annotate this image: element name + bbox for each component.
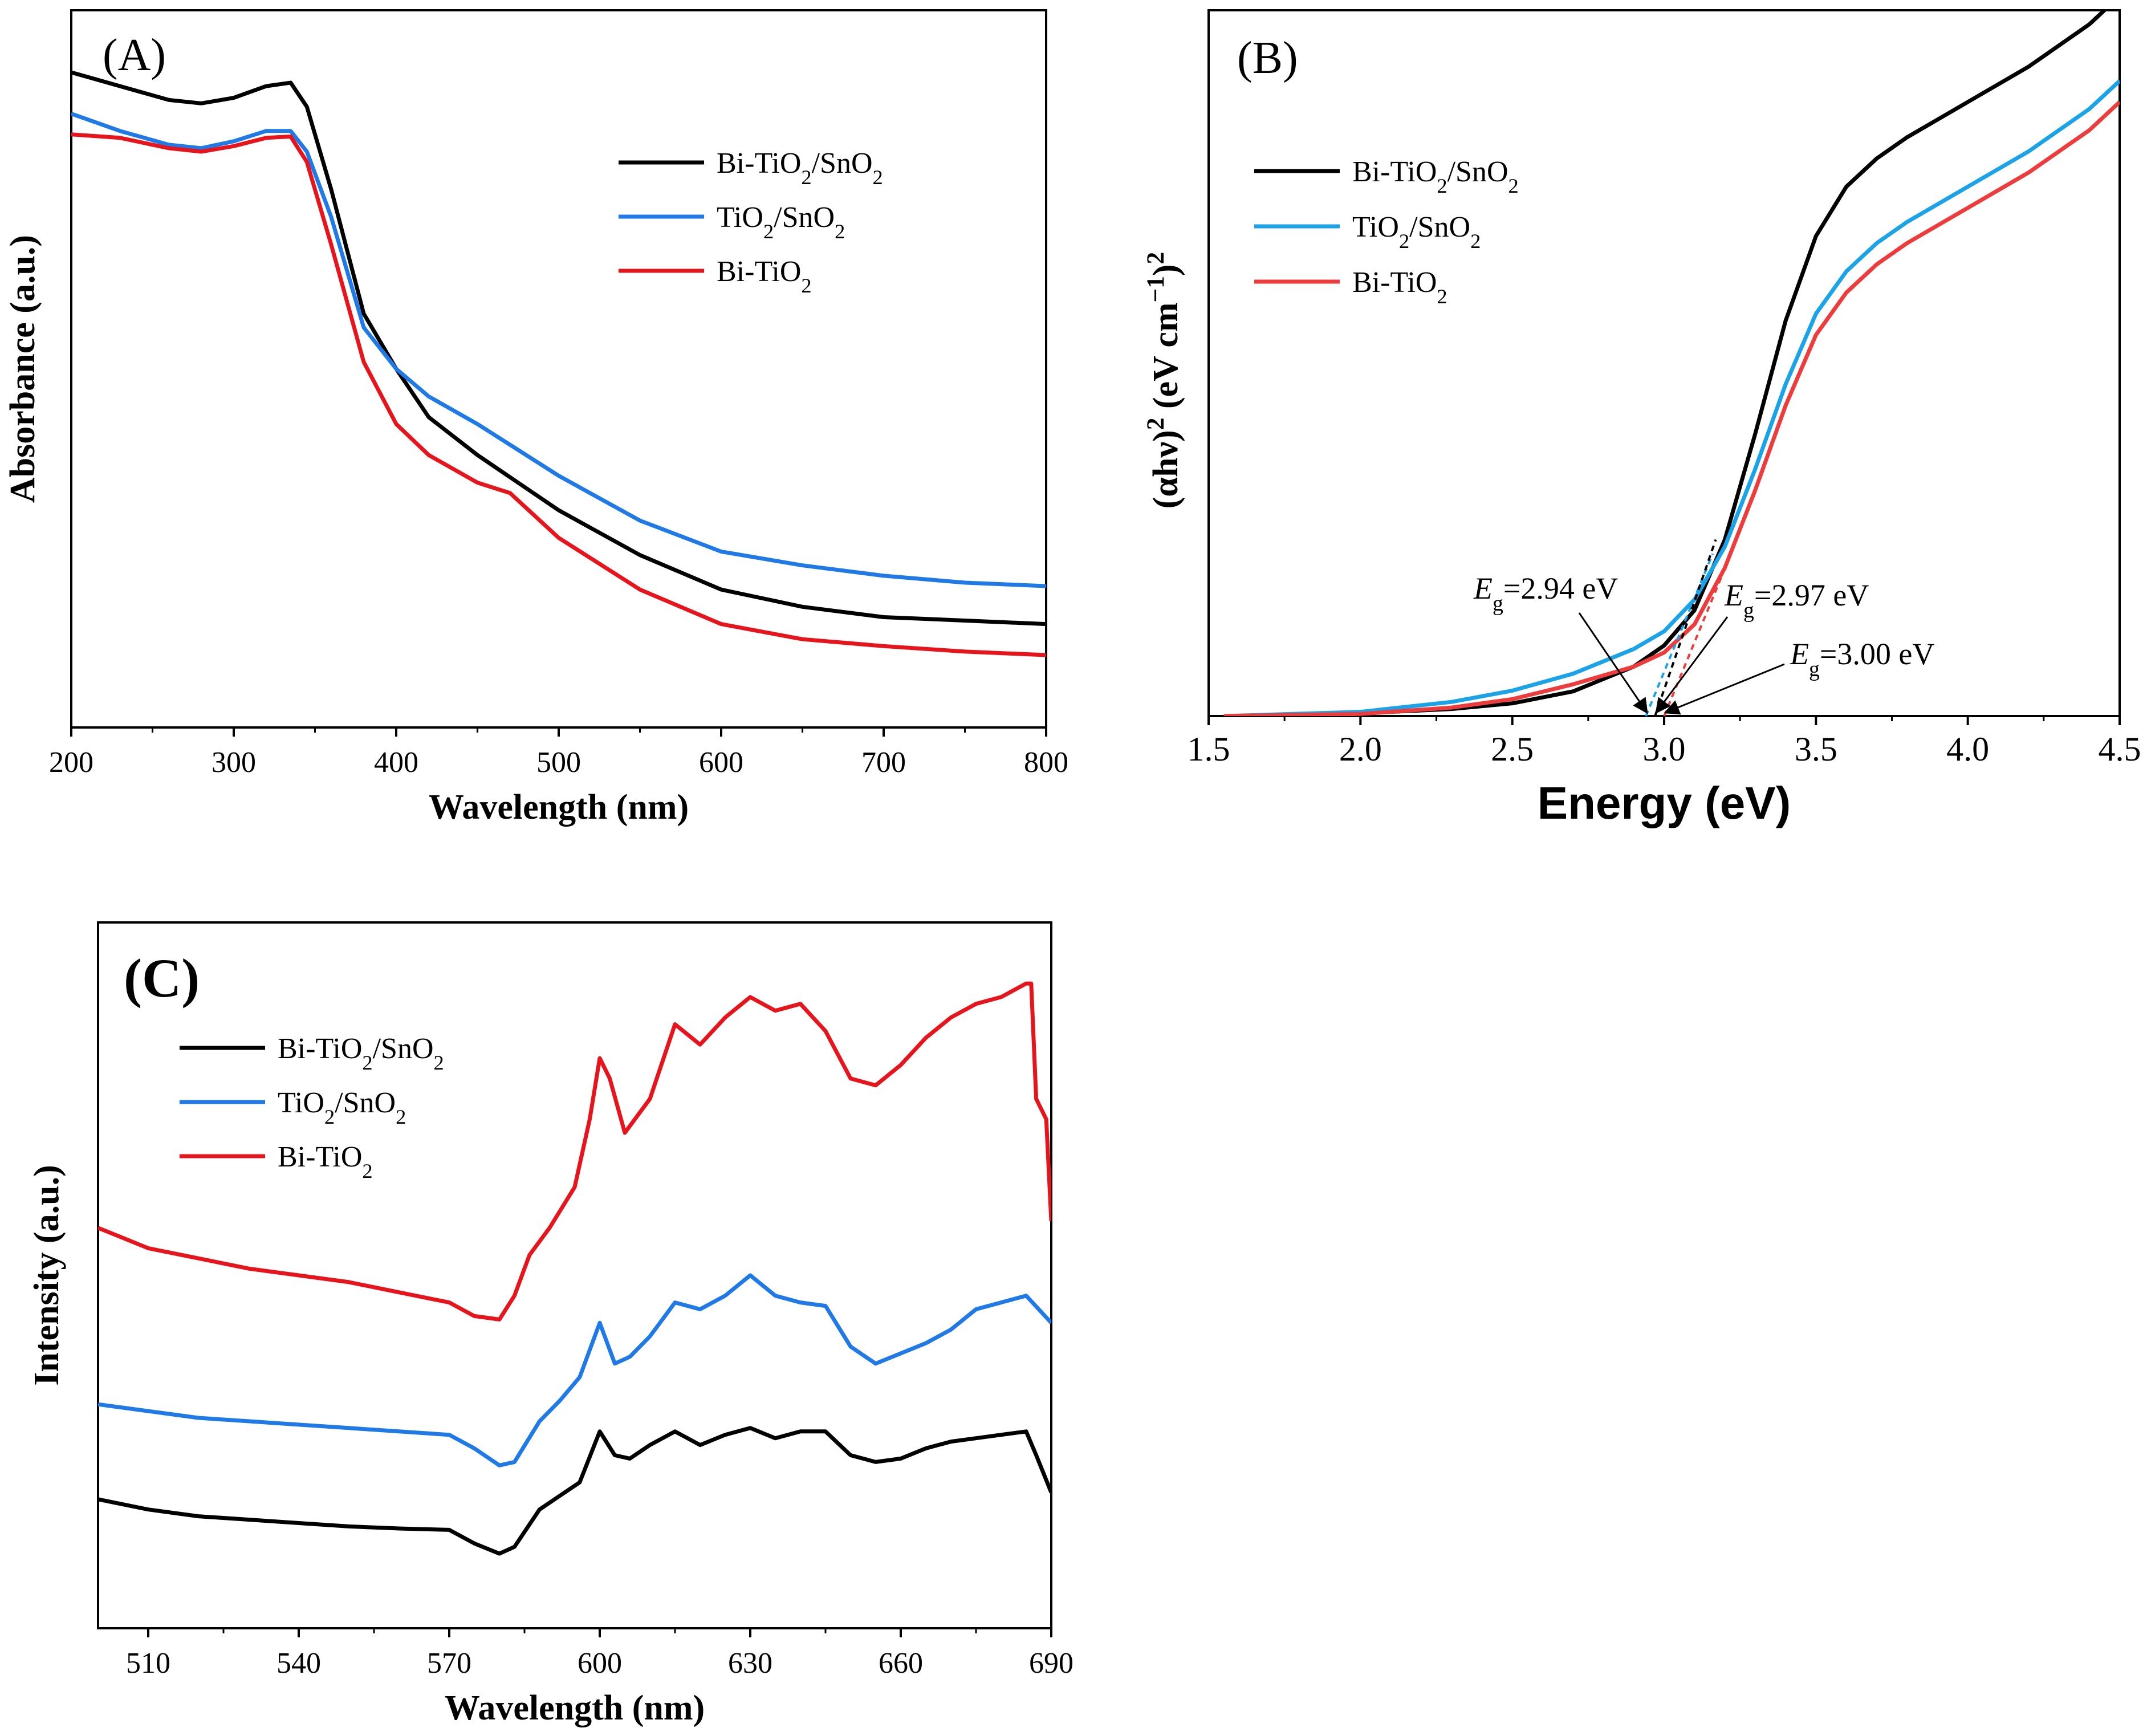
x-tick-label: 500 — [536, 746, 581, 779]
legend-label: TiO2/SnO2 — [717, 201, 845, 243]
y-axis-label: Absorbance (a.u.) — [3, 235, 42, 503]
x-tick-label: 400 — [374, 746, 418, 779]
eg-arrow — [1655, 616, 1729, 714]
x-tick-label: 700 — [861, 746, 906, 779]
y-axis-label: Intensity (a.u.) — [27, 1165, 66, 1386]
panel-label: (A) — [103, 30, 166, 80]
tangent-line — [1654, 539, 1717, 717]
x-axis-label: Energy (eV) — [1538, 778, 1791, 828]
x-tick-label: 200 — [49, 746, 93, 779]
legend-label: Bi-TiO2/SnO2 — [278, 1032, 444, 1074]
y-axis-label: (αhν)2 (eV cm−1)2 — [1142, 252, 1185, 509]
x-tick-label: 630 — [728, 1647, 772, 1680]
x-tick-label: 3.5 — [1795, 730, 1837, 768]
x-tick-label: 300 — [212, 746, 256, 779]
panel-b: 1.5 2.0 2.5 3.0 3.5 4.0 4.5 (B) Energy (eV) (αhν)… — [1142, 9, 2141, 828]
x-tick-label: 600 — [699, 746, 743, 779]
series-line-tio2-sno2 — [1223, 79, 2120, 716]
x-tick-label: 510 — [126, 1647, 170, 1680]
legend-label: Bi-TiO2 — [278, 1141, 373, 1182]
series-line-bi-tio2-sno2 — [1223, 10, 2108, 716]
series-line-tio2-sno2 — [98, 1273, 1051, 1467]
eg-annotation: Eg=2.94 eV — [1473, 571, 1618, 616]
panel-a: 200 300 400 500 600 700 800 (A) Wavelength (nm) A… — [3, 9, 1068, 827]
tangent-line — [1645, 553, 1714, 717]
x-tick-label: 660 — [879, 1647, 923, 1680]
legend-label: Bi-TiO2 — [717, 255, 812, 297]
series-line-bi-tio2 — [1223, 100, 2120, 716]
x-tick-label: 600 — [578, 1647, 622, 1680]
x-tick-label: 1.5 — [1188, 730, 1230, 768]
panel-c: 510 540 570 600 630 660 690 (C) Wavelength (nm) I… — [27, 921, 1074, 1727]
plot-frame — [70, 9, 1047, 729]
x-tick-label: 570 — [427, 1647, 471, 1680]
x-tick-label: 2.0 — [1339, 730, 1382, 768]
x-tick-label: 3.0 — [1643, 730, 1686, 768]
eg-arrow — [1578, 612, 1648, 714]
legend-label: Bi-TiO2/SnO2 — [717, 147, 883, 189]
tangent-line — [1663, 553, 1733, 717]
x-tick-label: 540 — [276, 1647, 321, 1680]
series-line-bi-tio2 — [71, 132, 1046, 657]
legend: Bi-TiO2/SnO2 TiO2/SnO2 Bi-TiO2 — [619, 147, 883, 297]
legend-label: Bi-TiO2 — [1352, 266, 1447, 308]
x-tick-label: 4.5 — [2099, 730, 2141, 768]
plot-frame — [1207, 9, 2121, 717]
legend-label: Bi-TiO2/SnO2 — [1352, 156, 1519, 197]
panel-label: (B) — [1237, 33, 1298, 83]
plot-frame — [97, 921, 1052, 1629]
x-axis-label: Wavelength (nm) — [445, 1689, 705, 1727]
eg-annotation: Eg=2.97 eV — [1724, 578, 1869, 623]
legend-label: TiO2/SnO2 — [1352, 211, 1481, 253]
x-tick-label: 690 — [1029, 1647, 1074, 1680]
eg-annotation: Eg=3.00 eV — [1790, 637, 1934, 681]
series-line-bi-tio2 — [98, 981, 1051, 1322]
x-tick-label: 4.0 — [1946, 730, 1989, 768]
series-line-bi-tio2-sno2 — [71, 70, 1046, 627]
panel-label: (C) — [124, 948, 200, 1009]
x-tick-label: 800 — [1024, 746, 1068, 779]
series-line-tio2-sno2 — [71, 112, 1046, 588]
legend-label: TiO2/SnO2 — [278, 1087, 406, 1128]
x-axis-label: Wavelength (nm) — [429, 788, 689, 827]
x-tick-label: 2.5 — [1491, 730, 1534, 768]
legend: Bi-TiO2/SnO2 TiO2/SnO2 Bi-TiO2 — [1254, 156, 1519, 308]
series-line-bi-tio2-sno2 — [98, 1426, 1051, 1556]
legend: Bi-TiO2/SnO2 TiO2/SnO2 Bi-TiO2 — [180, 1032, 444, 1182]
eg-arrow — [1664, 663, 1785, 715]
